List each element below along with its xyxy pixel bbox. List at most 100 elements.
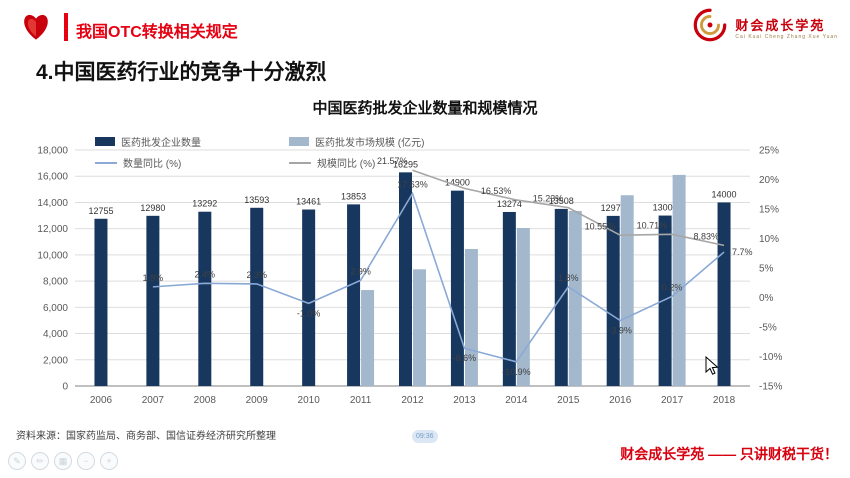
left-axis-label: 2,000 <box>43 355 68 366</box>
zoom-out-tool-icon[interactable]: − <box>77 452 95 470</box>
bar-value-label: 14000 <box>712 189 737 199</box>
x-axis-label: 2010 <box>298 395 321 406</box>
brand-name: 财会成长学苑 <box>735 18 826 33</box>
title-divider-bar <box>64 13 68 41</box>
line-value-label: 2.9% <box>350 266 371 276</box>
left-axis-label: 12,000 <box>37 224 68 235</box>
bar-enterprise-count <box>347 204 361 386</box>
pen-tool-icon[interactable]: ✎ <box>8 452 26 470</box>
line-value-label: 2.4% <box>195 269 216 279</box>
bar-value-label: 13593 <box>244 195 269 205</box>
bar-market-scale <box>516 228 530 386</box>
bar-value-label: 12975 <box>601 203 626 213</box>
x-axis-label: 2014 <box>505 395 528 406</box>
left-axis-label: 0 <box>62 382 68 393</box>
legend-swatch-blue-line <box>95 161 117 164</box>
line-count-yoy <box>152 191 725 363</box>
line-value-label: -10.9% <box>502 367 531 377</box>
right-axis-label: 20% <box>759 175 779 186</box>
bar-value-label: 13292 <box>192 199 217 209</box>
line-value-label: 21.57% <box>377 156 408 166</box>
x-axis-label: 2007 <box>142 395 165 406</box>
right-axis-label: 10% <box>759 234 779 245</box>
bar-enterprise-count <box>606 215 620 386</box>
right-axis-label: 25% <box>759 146 779 157</box>
line-value-label: 10.55% <box>585 221 616 231</box>
line-value-label: 1.8% <box>558 273 579 283</box>
left-axis-label: 16,000 <box>37 172 68 183</box>
x-axis-label: 2011 <box>350 395 372 406</box>
bar-value-label: 13461 <box>296 197 321 207</box>
legend-item-enterprise-count: 医药批发企业数量 <box>95 134 285 149</box>
bar-value-label: 13853 <box>341 191 366 201</box>
right-axis-label: -10% <box>759 352 782 363</box>
bar-value-label: 12755 <box>88 206 113 216</box>
bar-market-scale <box>620 195 634 386</box>
left-axis-label: 8,000 <box>43 277 68 288</box>
bar-value-label: 13508 <box>549 196 574 206</box>
zoom-in-tool-icon[interactable]: + <box>100 452 118 470</box>
line-value-label: -8.6% <box>453 353 477 363</box>
grid-tool-icon[interactable]: ▦ <box>54 452 72 470</box>
chart-area: 0 2,000 4,000 6,000 8,000 10,000 12,000 14,000 1… <box>10 128 810 428</box>
brand-pinyin: Cai Kuai Cheng Zhang Xue Yuan <box>735 34 838 40</box>
right-axis-label: -5% <box>759 323 777 334</box>
line-value-label: 1.8% <box>143 273 164 283</box>
line-value-label: 15.23% <box>533 194 564 204</box>
bar-enterprise-count <box>94 218 108 386</box>
line-value-label: 16.53% <box>481 186 512 196</box>
line-scale-yoy <box>412 169 725 247</box>
lesson-title: 我国OTC转换相关规定 <box>76 24 238 41</box>
legend-swatch-gray-bar <box>289 137 309 146</box>
x-axis-label: 2015 <box>557 395 580 406</box>
line-value-label: -3.9% <box>608 326 632 336</box>
annotation-toolbar: ✎ ✏ ▦ − + <box>8 452 118 470</box>
line-value-label: 8.83% <box>694 231 720 241</box>
left-axis-label: 4,000 <box>43 329 68 340</box>
x-axis-label: 2012 <box>401 395 424 406</box>
x-axis-label: 2006 <box>90 395 113 406</box>
bar-value-label: 12980 <box>140 203 165 213</box>
legend-label: 数量同比 (%) <box>123 159 182 170</box>
x-axis-label: 2018 <box>713 395 736 406</box>
pencil-tool-icon[interactable]: ✏ <box>31 452 49 470</box>
x-axis-label: 2017 <box>661 395 684 406</box>
brand-swirl-icon <box>691 6 729 49</box>
bar-enterprise-count <box>399 172 412 386</box>
right-axis-label: -15% <box>759 382 782 393</box>
chart-legend: 医药批发企业数量 医药批发市场规模 (亿元) 数量同比 (%) 规模同比 (%) <box>95 134 424 170</box>
mouse-cursor-icon <box>704 355 720 381</box>
x-axis-label: 2016 <box>609 395 632 406</box>
line-value-label: 7.7% <box>732 247 753 257</box>
x-axis-label: 2009 <box>246 395 269 406</box>
line-value-label: 17.63% <box>397 179 428 189</box>
left-axis-label: 18,000 <box>37 146 68 157</box>
bar-value-label: 16295 <box>393 159 418 169</box>
bar-enterprise-count <box>146 215 160 386</box>
right-axis-label: 5% <box>759 264 774 275</box>
timestamp-watermark: 09:36 <box>412 430 438 443</box>
bar-enterprise-count <box>302 209 316 386</box>
bar-value-label: 13000 <box>653 203 678 213</box>
line-value-label: 2.3% <box>246 270 267 280</box>
legend-swatch-dark-bar <box>95 137 115 146</box>
bar-enterprise-count <box>717 202 731 386</box>
left-axis-label: 14,000 <box>37 198 68 209</box>
left-axis-label: 6,000 <box>43 303 68 314</box>
line-value-label: -1.0% <box>297 308 321 318</box>
bar-market-scale <box>464 248 478 386</box>
bar-value-label: 13274 <box>497 199 522 209</box>
source-note: 资料来源：国家药监局、商务部、国信证券经济研究所整理 <box>16 431 276 442</box>
combo-chart: 0 2,000 4,000 6,000 8,000 10,000 12,000 14,000 1… <box>37 146 782 407</box>
bar-market-scale <box>413 269 426 386</box>
x-axis-label: 2008 <box>194 395 217 406</box>
bar-market-scale <box>568 210 582 386</box>
section-title: 4.中国医药行业的竞争十分激烈 <box>36 61 327 84</box>
left-axis-label: 10,000 <box>37 250 68 261</box>
heart-logo-icon <box>16 8 56 49</box>
chart-title: 中国医药批发企业数量和规模情况 <box>312 100 538 117</box>
brand-logo: 财会成长学苑 Cai Kuai Cheng Zhang Xue Yuan <box>691 6 838 49</box>
bar-enterprise-count <box>198 211 212 386</box>
bar-value-label: 14900 <box>445 178 470 188</box>
line-value-label: 10.71% <box>637 220 668 230</box>
